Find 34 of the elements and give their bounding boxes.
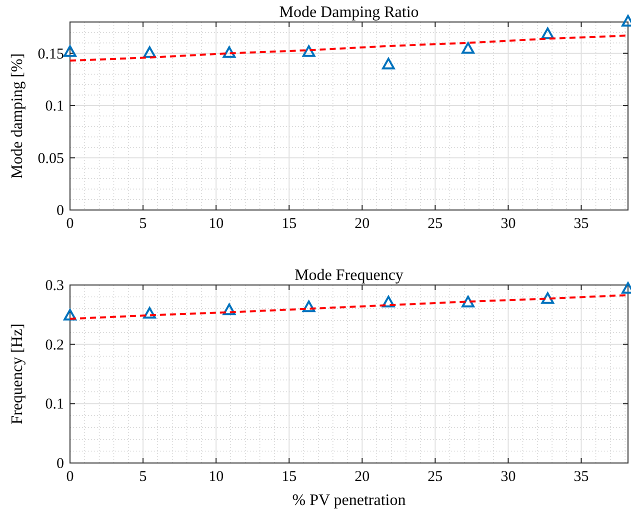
x-tick-label: 25	[428, 469, 443, 485]
point	[143, 307, 156, 319]
x-tick-label: 20	[354, 216, 370, 232]
y-axis-title: Mode damping [%]	[9, 53, 26, 179]
y-axis-title: Frequency [Hz]	[9, 324, 26, 424]
x-tick-label: 20	[354, 469, 370, 485]
y-tick-label: 0.05	[38, 150, 64, 167]
point	[64, 308, 76, 320]
point	[541, 292, 554, 304]
point	[462, 296, 474, 308]
point	[382, 296, 395, 308]
y-tick-label: 0.1	[45, 98, 64, 115]
x-tick-label: 25	[428, 216, 443, 232]
x-tick-label: 35	[574, 469, 589, 485]
y-tick-label: 0.2	[45, 337, 64, 354]
point	[222, 304, 236, 316]
point	[302, 300, 316, 312]
chart-title: Mode Damping Ratio	[279, 4, 419, 21]
x-tick-label: 30	[500, 469, 516, 485]
y-tick-label: 0	[56, 203, 64, 219]
chart-title: Mode Frequency	[294, 267, 404, 284]
x-tick-label: 15	[282, 216, 297, 232]
x-tick-label: 5	[139, 469, 147, 485]
x-axis-title: % PV penetration	[292, 492, 406, 509]
x-tick-label: 10	[208, 216, 224, 232]
x-tick-label: 30	[500, 216, 516, 232]
x-tick-label: 10	[208, 469, 224, 485]
y-tick-label: 0	[56, 456, 64, 472]
x-tick-label: 15	[282, 469, 297, 485]
y-tick-label: 0.15	[38, 46, 64, 62]
x-tick-label: 35	[574, 216, 589, 232]
x-tick-label: 5	[139, 216, 147, 232]
y-tick-label: 0.1	[45, 396, 64, 413]
y-tick-label: 0.3	[45, 278, 64, 294]
